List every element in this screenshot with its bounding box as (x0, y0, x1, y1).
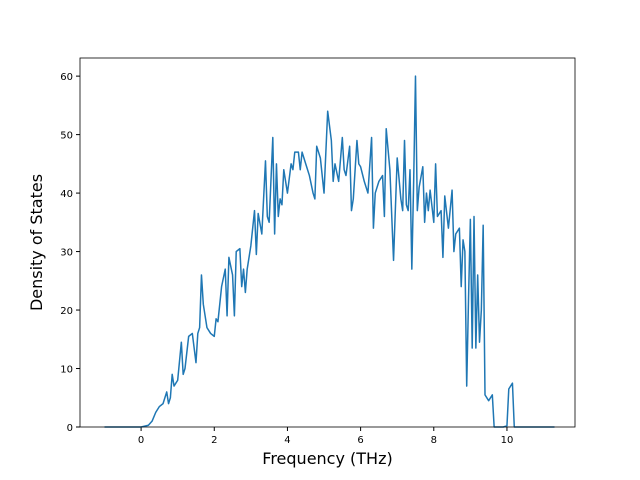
x-tick-label: 2 (211, 435, 217, 446)
y-axis-label: Density of States (27, 174, 46, 311)
x-tick-label: 8 (431, 435, 437, 446)
y-tick-label: 40 (60, 189, 73, 200)
y-tick-label: 60 (60, 72, 73, 83)
y-tick-label: 0 (67, 423, 73, 434)
x-tick-label: 4 (284, 435, 290, 446)
y-tick-label: 20 (60, 306, 73, 317)
x-axis-label: Frequency (THz) (262, 449, 392, 468)
x-tick-label: 0 (138, 435, 144, 446)
plot-frame (79, 57, 576, 428)
y-tick-label: 50 (60, 131, 73, 142)
y-tick-label: 30 (60, 248, 73, 259)
x-tick-label: 6 (357, 435, 363, 446)
line (104, 75, 555, 428)
x-tick-label: 10 (501, 435, 514, 446)
y-tick-label: 10 (60, 365, 73, 376)
